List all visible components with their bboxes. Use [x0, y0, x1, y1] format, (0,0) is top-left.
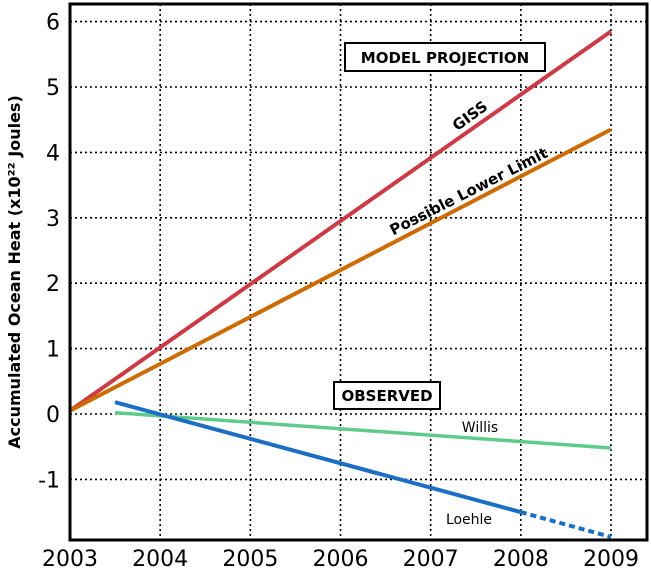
loehle-series-label: Loehle	[446, 512, 492, 528]
x-tick-label: 2009	[583, 547, 639, 570]
y-axis-title: Accumulated Ocean Heat (x10²² Joules)	[5, 95, 24, 449]
x-tick-label: 2007	[403, 547, 459, 570]
x-axis-ticks: 2003 2004 2005 2006 2007 2008 2009	[42, 547, 639, 570]
data-series	[68, 29, 613, 539]
y-tick-label: -1	[38, 468, 60, 493]
x-tick-label: 2008	[493, 547, 549, 570]
y-tick-label: 0	[46, 403, 60, 428]
x-tick-label: 2004	[132, 547, 188, 570]
y-tick-label: 3	[46, 207, 60, 232]
willis-series-line	[114, 410, 612, 450]
plot-background	[70, 4, 647, 540]
plot-frame	[68, 2, 649, 542]
y-tick-label: 1	[46, 338, 60, 363]
model-projection-label: MODEL PROJECTION	[361, 49, 529, 67]
possible-lower-limit-series-line	[69, 127, 612, 413]
loehle-series-line	[114, 400, 522, 515]
y-tick-label: 5	[46, 76, 60, 101]
y-axis-ticks: 6 5 4 3 2 1 0 -1	[38, 11, 60, 494]
willis-series-label: Willis	[462, 420, 498, 436]
projected-series-line	[520, 510, 612, 539]
y-tick-label: 2	[46, 272, 60, 297]
model-projection-box	[344, 42, 546, 72]
observed-annotation: OBSERVED	[333, 381, 441, 410]
x-tick-label: 2005	[222, 547, 278, 570]
model-projection-annotation: MODEL PROJECTION	[344, 42, 546, 72]
observed-label: OBSERVED	[341, 387, 432, 405]
observed-box	[333, 381, 441, 410]
giss-series-line	[68, 29, 613, 413]
x-tick-label: 2006	[313, 547, 369, 570]
x-tick-label: 2003	[42, 547, 98, 570]
y-tick-label: 4	[46, 141, 60, 166]
y-tick-label: 6	[46, 11, 60, 36]
